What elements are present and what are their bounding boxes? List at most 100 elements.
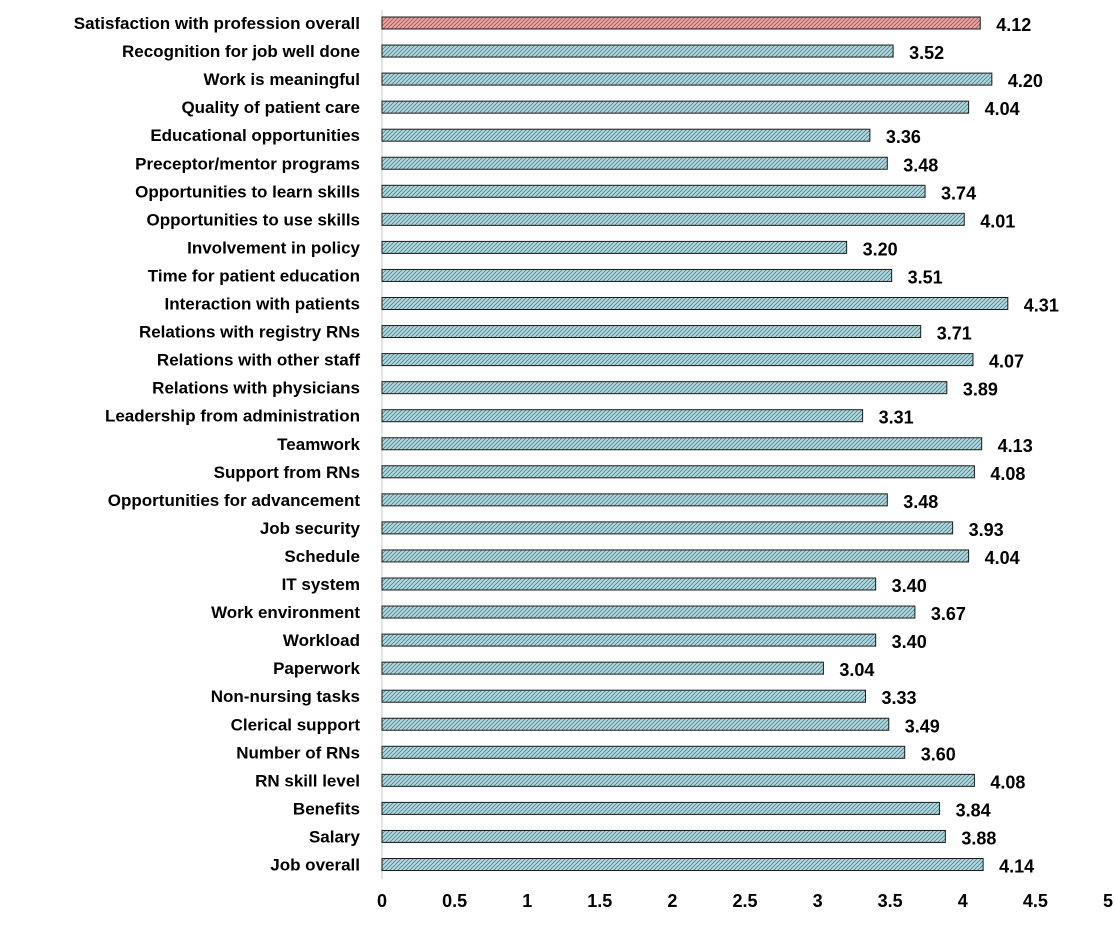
value-label: 3.89 (963, 380, 998, 400)
category-label: Quality of patient care (181, 98, 360, 117)
bar (381, 437, 983, 451)
category-label: Satisfaction with profession overall (74, 14, 360, 33)
category-label: Involvement in policy (187, 238, 360, 257)
bar (381, 297, 1009, 310)
category-label: Preceptor/mentor programs (135, 154, 360, 173)
bar (381, 745, 906, 759)
value-label: 4.04 (985, 548, 1020, 568)
bar (381, 44, 894, 58)
value-label: 3.60 (921, 744, 956, 764)
bar (381, 633, 877, 647)
category-label: Job overall (270, 856, 360, 875)
category-label: Teamwork (277, 435, 360, 454)
value-label: 3.67 (931, 604, 966, 624)
category-label: Paperwork (273, 659, 360, 678)
value-label: 4.31 (1024, 296, 1059, 316)
value-label: 4.12 (996, 15, 1031, 35)
value-label: 3.20 (863, 239, 898, 259)
value-label: 3.48 (903, 492, 938, 512)
category-label: Opportunities to learn skills (135, 182, 360, 201)
category-label: Relations with other staff (157, 351, 360, 370)
category-label: Work is meaningful (204, 70, 361, 89)
bar (381, 156, 888, 170)
bar (381, 325, 922, 339)
category-label: RN skill level (255, 771, 360, 790)
bar (381, 605, 916, 619)
bar (381, 128, 871, 142)
bar (381, 465, 975, 479)
value-label: 3.71 (937, 324, 972, 344)
category-label: IT system (282, 575, 360, 594)
value-label: 4.13 (998, 436, 1033, 456)
bar (381, 773, 975, 787)
category-label: Clerical support (231, 715, 361, 734)
category-label: Benefits (293, 799, 360, 818)
bar (381, 72, 993, 86)
value-label: 4.20 (1008, 71, 1043, 91)
bar (381, 549, 970, 563)
category-label: Relations with physicians (152, 379, 360, 398)
x-tick-label: 3.5 (878, 891, 903, 911)
category-label: Educational opportunities (150, 126, 360, 145)
category-label: Support from RNs (214, 463, 360, 482)
value-label: 4.04 (985, 99, 1020, 119)
bar (381, 661, 824, 675)
category-label: Schedule (284, 547, 360, 566)
category-label: Job security (260, 519, 361, 538)
value-label: 3.36 (886, 127, 921, 147)
category-label: Recognition for job well done (122, 42, 360, 61)
labels: 0 0.5 1 1.5 2 2.5 3 3.5 4 4.5 5 Satisfaction with p… (74, 14, 1113, 911)
value-label: 3.93 (969, 520, 1004, 540)
bar (381, 100, 970, 114)
bar (381, 521, 954, 535)
bar (381, 858, 984, 871)
value-label: 3.33 (882, 688, 917, 708)
category-label: Time for patient education (148, 266, 360, 285)
bar (381, 493, 888, 507)
bar (381, 16, 981, 30)
value-label: 4.14 (999, 857, 1034, 877)
x-tick-label: 1 (522, 891, 532, 911)
bar (381, 829, 946, 843)
bar (381, 577, 877, 591)
value-label: 3.88 (961, 828, 996, 848)
value-label: 3.04 (839, 660, 874, 680)
x-tick-label: 0.5 (442, 891, 467, 911)
value-label: 3.40 (892, 632, 927, 652)
value-label: 3.51 (908, 267, 943, 287)
category-label: Opportunities for advancement (108, 491, 361, 510)
category-label: Leadership from administration (105, 407, 360, 426)
bar (381, 689, 867, 703)
bar (381, 381, 948, 395)
x-tick-label: 4 (958, 891, 968, 911)
bar (381, 212, 965, 226)
x-tick-label: 5 (1103, 891, 1113, 911)
bar (381, 801, 941, 815)
value-label: 4.08 (990, 772, 1025, 792)
bar (381, 353, 974, 367)
value-label: 4.08 (990, 464, 1025, 484)
value-label: 4.01 (980, 211, 1015, 231)
x-tick-label: 1.5 (587, 891, 612, 911)
value-label: 3.74 (941, 183, 976, 203)
category-label: Relations with registry RNs (139, 323, 360, 342)
bars (381, 16, 1009, 871)
category-label: Non-nursing tasks (211, 687, 360, 706)
bar (381, 268, 893, 282)
value-label: 3.31 (879, 408, 914, 428)
category-label: Number of RNs (236, 743, 360, 762)
x-tick-label: 4.5 (1023, 891, 1048, 911)
value-label: 3.49 (905, 716, 940, 736)
category-label: Salary (309, 827, 361, 846)
category-label: Work environment (211, 603, 360, 622)
x-tick-label: 2.5 (732, 891, 757, 911)
value-label: 3.84 (956, 800, 991, 820)
bar (381, 717, 890, 731)
category-label: Interaction with patients (164, 295, 360, 314)
value-label: 3.40 (892, 576, 927, 596)
value-label: 3.52 (909, 43, 944, 63)
x-tick-label: 2 (667, 891, 677, 911)
value-label: 4.07 (989, 352, 1024, 372)
